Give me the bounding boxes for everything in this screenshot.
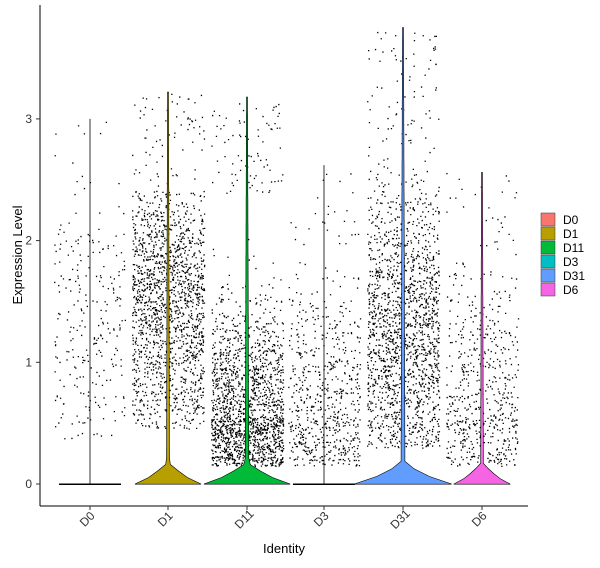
- x-tick-label: D31: [387, 506, 413, 532]
- y-tick-label: 2: [25, 234, 32, 248]
- legend-label-D6: D6: [563, 283, 579, 297]
- legend-label-D11: D11: [563, 241, 584, 255]
- x-axis-ticks: D0 D1 D11 D3 D31 D6: [77, 506, 490, 532]
- points-D3: [288, 173, 362, 467]
- violin-D1: [134, 91, 202, 485]
- legend-label-D31: D31: [563, 269, 585, 283]
- x-tick-label: D1: [155, 509, 176, 530]
- legend-key-D1: [540, 226, 556, 241]
- legend-label-D1: D1: [563, 227, 579, 241]
- jitter-points: [54, 31, 520, 468]
- legend-label-D0: D0: [563, 213, 579, 227]
- violin-shapes: [59, 27, 511, 485]
- y-axis-ticks: 0 1 2 3: [25, 112, 40, 491]
- legend-key-D0: [540, 212, 556, 227]
- x-tick-label: D3: [311, 509, 332, 530]
- legend-label-D3: D3: [563, 255, 579, 269]
- x-tick-label: D6: [469, 509, 490, 530]
- legend-key-D31: [540, 268, 556, 283]
- x-axis-title: Identity: [263, 541, 305, 556]
- x-tick-label: D11: [232, 507, 257, 532]
- violin-D6: [453, 172, 511, 485]
- legend-key-D3: [540, 254, 556, 269]
- points-D1: [132, 93, 206, 430]
- violin-D11: [203, 96, 291, 485]
- points-D31: [367, 31, 441, 449]
- legend-key-D11: [540, 240, 556, 255]
- legend-key-D6: [540, 282, 556, 297]
- violin-D31: [354, 27, 452, 485]
- y-tick-label: 1: [25, 355, 32, 369]
- x-tick-label: D0: [77, 509, 98, 530]
- y-tick-label: 0: [25, 477, 32, 491]
- y-axis-title: Expression Level: [10, 205, 25, 304]
- y-tick-label: 3: [25, 112, 32, 126]
